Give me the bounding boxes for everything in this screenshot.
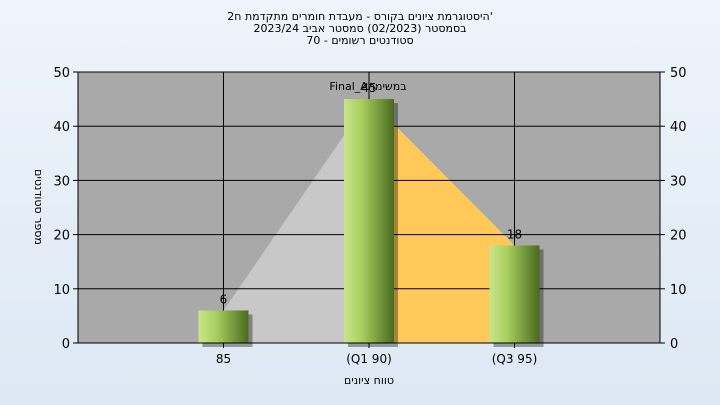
y-tick-label-right-1: 10	[670, 283, 687, 298]
y-tick-label-right-0: 0	[670, 337, 678, 352]
bar-2	[344, 99, 394, 343]
x-tick-label-3: (Q3 95)	[492, 352, 538, 366]
y-tick-label-left-2: 20	[53, 229, 70, 244]
y-axis-title: מספר סטודנטים	[32, 169, 45, 245]
x-tick-label-1: 85	[216, 352, 231, 366]
y-tick-label-left-4: 40	[53, 120, 70, 135]
annotation-label: Final_Aבמשימה	[329, 80, 406, 93]
y-tick-label-left-5: 50	[53, 66, 70, 81]
y-tick-label-left-3: 30	[53, 174, 70, 189]
data-label-1: 6	[220, 292, 228, 306]
y-tick-label-right-5: 50	[670, 66, 687, 81]
x-tick-label-2: (Q1 90)	[346, 352, 392, 366]
area-segment-2	[369, 99, 515, 343]
bar-3	[489, 245, 540, 343]
data-label-3: 18	[507, 227, 522, 241]
data-label-2: 45	[361, 81, 376, 95]
y-tick-label-right-3: 30	[670, 174, 687, 189]
x-axis-title: טווח ציונים	[344, 374, 394, 387]
chart-title-line-3: סטודנטים רשומים - 70	[306, 34, 414, 47]
y-tick-label-left-0: 0	[62, 337, 70, 352]
chart-title-line-1: היסטוגרמת ציונים בקורס - מעבדת חומרים מת…	[227, 10, 493, 23]
y-tick-label-left-1: 10	[53, 283, 70, 298]
area-segment-1	[223, 99, 369, 343]
y-tick-label-right-2: 20	[670, 229, 687, 244]
bar-1	[198, 310, 249, 343]
chart-title-line-2: בסמסטר (02/2023) סמסטר אביב 2023/24	[253, 22, 467, 35]
y-tick-label-right-4: 40	[670, 120, 687, 135]
